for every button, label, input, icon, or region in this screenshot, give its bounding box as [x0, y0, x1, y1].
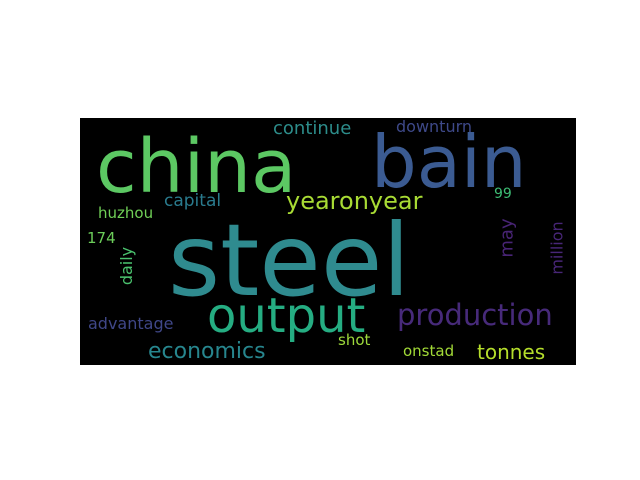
- word-yearonyear: yearonyear: [286, 187, 423, 215]
- word-production: production: [397, 298, 553, 332]
- word-continue: continue: [273, 118, 352, 139]
- word-capital: capital: [164, 191, 222, 211]
- word-downturn: downturn: [396, 118, 473, 136]
- word-huzhou: huzhou: [98, 204, 154, 222]
- word-steel: steel: [168, 202, 411, 319]
- word-may: may: [496, 218, 518, 258]
- word-99: 99: [494, 186, 512, 202]
- word-cloud: china bain steel output production yearo…: [80, 118, 576, 365]
- word-shot: shot: [338, 331, 371, 349]
- word-million: million: [547, 221, 567, 275]
- word-onstad: onstad: [403, 342, 455, 360]
- word-174: 174: [87, 229, 116, 247]
- word-china: china: [96, 124, 297, 210]
- word-tonnes: tonnes: [477, 340, 546, 364]
- word-output: output: [207, 288, 366, 344]
- word-advantage: advantage: [88, 314, 174, 333]
- word-bain: bain: [371, 120, 527, 204]
- word-daily: daily: [117, 246, 137, 286]
- word-economics: economics: [148, 339, 266, 364]
